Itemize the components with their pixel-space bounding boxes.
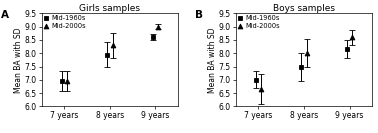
- Legend: Mid-1960s, Mid-2000s: Mid-1960s, Mid-2000s: [237, 15, 280, 30]
- Y-axis label: Mean BA with SD: Mean BA with SD: [14, 27, 23, 93]
- Y-axis label: Mean BA with SD: Mean BA with SD: [208, 27, 217, 93]
- Title: Boys samples: Boys samples: [273, 3, 335, 13]
- Title: Girls samples: Girls samples: [79, 3, 140, 13]
- Text: B: B: [195, 10, 203, 20]
- Text: A: A: [1, 10, 9, 20]
- Legend: Mid-1960s, Mid-2000s: Mid-1960s, Mid-2000s: [43, 15, 86, 30]
